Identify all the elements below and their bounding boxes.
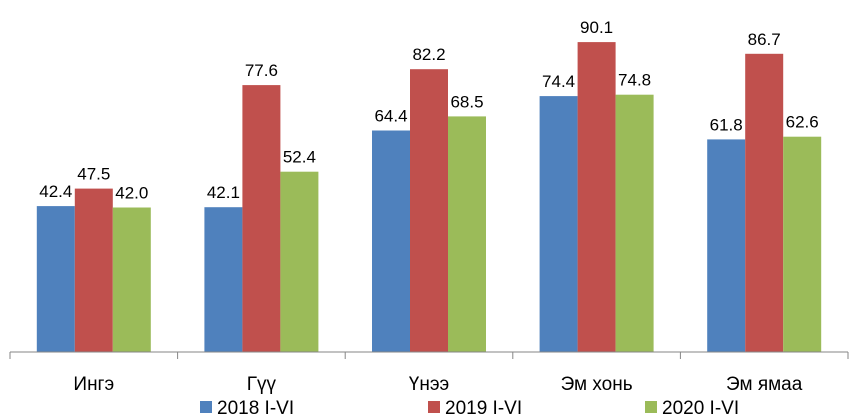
legend-swatch [200, 401, 212, 413]
bar-3-1 [112, 207, 151, 352]
legend-label: 2019 I-VI [445, 398, 522, 419]
bars-layer [36, 42, 822, 353]
category-label: Ингэ [73, 374, 114, 395]
legend-label: 2018 I-VI [217, 398, 294, 419]
category-label: Эм хонь [561, 374, 633, 395]
bar-1-2 [204, 207, 243, 352]
value-label: 77.6 [245, 61, 278, 80]
value-labels-layer: 42.4 47.5 42.0 42.1 77.6 52.4 64.4 82.2 68.5 74.4… [39, 18, 818, 202]
bar-1-4 [539, 96, 578, 352]
bar-3-4 [615, 94, 654, 352]
bar-2-5 [745, 53, 784, 353]
bar-3-2 [280, 171, 319, 352]
value-label: 42.0 [115, 184, 148, 203]
x-axis [9, 351, 849, 359]
value-label: 74.4 [542, 72, 575, 91]
bar-2-4 [577, 42, 616, 352]
bar-3-3 [448, 116, 486, 353]
category-label: Эм ямаа [726, 374, 803, 395]
value-label: 82.2 [412, 45, 445, 64]
bar-1-5 [707, 139, 746, 352]
category-labels-layer: Ингэ Гүү Үнээ Эм хонь Эм ямаа [73, 374, 802, 395]
legend-swatch [645, 401, 657, 413]
category-label: Гүү [247, 374, 277, 395]
legend: 2018 I-VI 2019 I-VI 2020 I-VI [200, 398, 739, 419]
legend-swatch [428, 401, 440, 413]
value-label: 62.6 [786, 113, 819, 132]
bar-3-5 [783, 136, 822, 352]
value-label: 64.4 [374, 107, 407, 126]
legend-label: 2020 I-VI [662, 398, 739, 419]
value-label: 86.7 [748, 30, 781, 49]
value-label: 47.5 [77, 165, 110, 184]
bar-2-3 [410, 69, 448, 352]
value-label: 42.1 [207, 183, 240, 202]
category-label: Үнээ [409, 374, 449, 395]
value-label: 90.1 [580, 18, 613, 37]
bar-2-1 [74, 188, 113, 352]
bar-1-3 [372, 130, 410, 352]
value-label: 68.5 [450, 92, 483, 111]
bar-2-2 [242, 85, 281, 352]
bar-1-1 [36, 206, 75, 352]
value-label: 42.4 [39, 182, 72, 201]
value-label: 61.8 [710, 115, 743, 134]
value-label: 52.4 [283, 148, 316, 167]
value-label: 74.8 [618, 71, 651, 90]
